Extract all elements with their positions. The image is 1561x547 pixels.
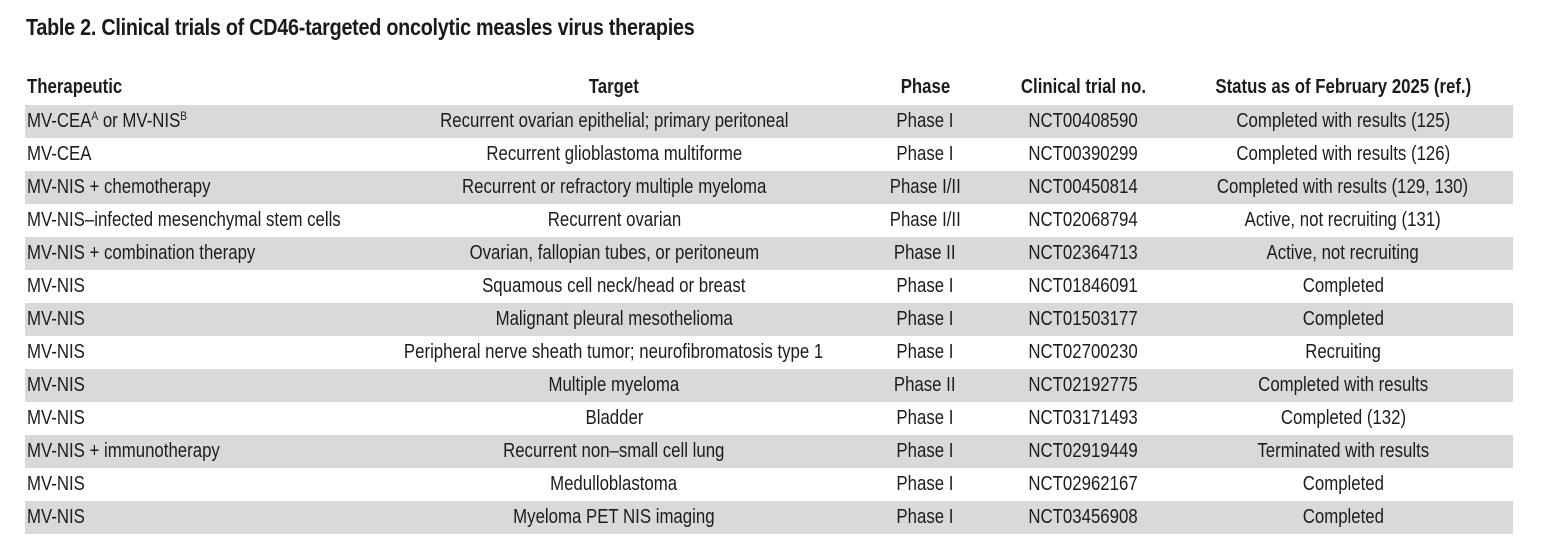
table-row: MV-NIS + chemotherapy Recurrent or refra…	[25, 171, 1513, 204]
header-therapeutic: Therapeutic	[27, 76, 123, 98]
cell-therapeutic: MV-NIS + combination therapy	[27, 242, 256, 264]
table-row: MV-NIS Medulloblastoma Phase I NCT029621…	[25, 468, 1513, 501]
table-row: MV-NIS Squamous cell neck/head or breast…	[25, 270, 1513, 303]
cell-therapeutic: MV-NIS + chemotherapy	[27, 176, 211, 198]
table-row: MV-CEAA or MV-NISB Recurrent ovarian epi…	[25, 105, 1513, 138]
clinical-trials-table: Therapeutic Target Phase Clinical trial …	[25, 72, 1513, 534]
table-header-row: Therapeutic Target Phase Clinical trial …	[25, 72, 1513, 105]
table-row: MV-NIS + combination therapy Ovarian, fa…	[25, 237, 1513, 270]
table-row: MV-NIS Peripheral nerve sheath tumor; ne…	[25, 336, 1513, 369]
cell-therapeutic: MV-NIS + immunotherapy	[27, 440, 220, 462]
cell-therapeutic: MV-NIS	[27, 407, 85, 429]
cell-therapeutic: MV-NIS	[27, 374, 85, 396]
table-row: MV-NIS Multiple myeloma Phase II NCT0219…	[25, 369, 1513, 402]
cell-therapeutic: MV-CEAA or MV-NISB	[27, 109, 188, 132]
table-row: MV-NIS + immunotherapy Recurrent non–sma…	[25, 435, 1513, 468]
table-title: Table 2. Clinical trials of CD46-targete…	[26, 14, 695, 40]
table-row: MV-NIS Malignant pleural mesothelioma Ph…	[25, 303, 1513, 336]
cell-therapeutic: MV-NIS–infected mesenchymal stem cells	[27, 209, 341, 231]
table-row: MV-CEA Recurrent glioblastoma multiforme…	[25, 138, 1513, 171]
cell-therapeutic: MV-NIS	[27, 473, 85, 495]
cell-therapeutic: MV-NIS	[27, 275, 85, 297]
table-row: MV-NIS Myeloma PET NIS imaging Phase I N…	[25, 501, 1513, 534]
cell-therapeutic: MV-NIS	[27, 506, 85, 528]
table-row: MV-NIS–infected mesenchymal stem cells R…	[25, 204, 1513, 237]
cell-therapeutic: MV-NIS	[27, 341, 85, 363]
footnote-a: A	[91, 109, 99, 123]
footnote-b: B	[180, 109, 188, 123]
cell-therapeutic: MV-NIS	[27, 308, 85, 330]
table-row: MV-NIS Bladder Phase I NCT03171493 Compl…	[25, 402, 1513, 435]
cell-therapeutic: MV-CEA	[27, 143, 92, 165]
